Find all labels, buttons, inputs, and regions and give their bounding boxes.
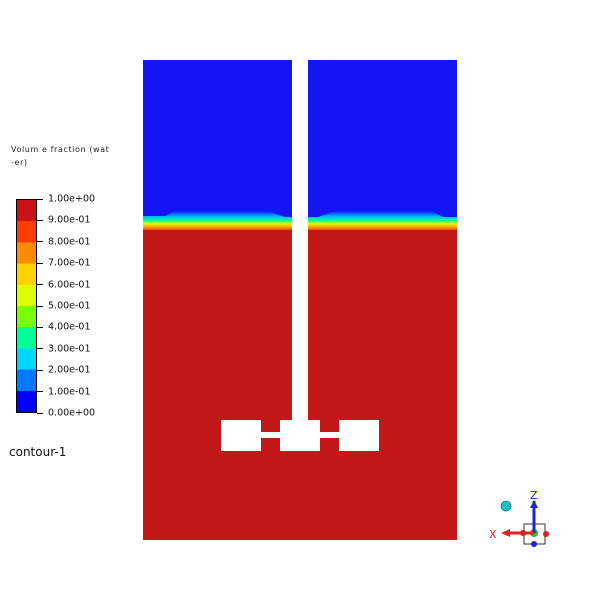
colorbar-tick-label: 3.00e-01 bbox=[48, 343, 91, 355]
interface-left bbox=[143, 211, 292, 232]
triad-blue-bottom bbox=[531, 541, 537, 547]
z-axis-label: Z bbox=[530, 489, 538, 502]
colorbar-tick-label: 6.00e-01 bbox=[48, 279, 91, 291]
legend-title: Volum e fraction (wat -er) bbox=[11, 145, 110, 167]
triad-red-right bbox=[543, 531, 549, 537]
colorbar-tick-mark bbox=[37, 241, 43, 243]
colorbar-tick-mark bbox=[37, 284, 43, 286]
triad-red-left bbox=[520, 530, 526, 536]
colorbar-tick-label: 7.00e-01 bbox=[48, 257, 91, 269]
z-axis-arrowhead bbox=[530, 500, 538, 508]
x-axis-arrowhead bbox=[501, 529, 510, 537]
interface-right bbox=[308, 211, 457, 232]
impeller-arm-left bbox=[261, 432, 280, 438]
colorbar-tick-label: 9.00e-01 bbox=[48, 214, 91, 226]
colorbar-tick-mark bbox=[37, 326, 43, 328]
impeller-shaft bbox=[292, 60, 308, 422]
colorbar-tick-label: 5.00e-01 bbox=[48, 300, 91, 312]
colorbar-tick-label: 4.00e-01 bbox=[48, 321, 91, 333]
impeller-arm-right bbox=[320, 432, 339, 438]
colorbar-tick-mark bbox=[37, 348, 43, 350]
colorbar-tick-label: 1.00e-01 bbox=[48, 386, 91, 398]
colorbar-tick-mark bbox=[37, 391, 43, 393]
impeller-blade-left bbox=[221, 420, 261, 451]
impeller-hub bbox=[280, 420, 320, 451]
colorbar-tick-mark bbox=[37, 369, 43, 371]
colorbar-tick-mark bbox=[37, 305, 43, 307]
colorbar-tick-mark bbox=[37, 219, 43, 221]
contour-name: contour-1 bbox=[9, 445, 67, 459]
x-axis-label: X bbox=[489, 528, 497, 541]
colorbar-tick-label: 8.00e-01 bbox=[48, 236, 91, 248]
colorbar-tick-label: 1.00e+00 bbox=[48, 193, 96, 205]
colorbar-tick-mark bbox=[37, 412, 43, 414]
colorbar-tick-mark bbox=[37, 262, 43, 264]
triad-sphere bbox=[500, 500, 512, 512]
impeller-blade-right bbox=[339, 420, 379, 451]
colorbar bbox=[16, 199, 37, 413]
colorbar-tick-label: 0.00e+00 bbox=[48, 407, 96, 419]
axis-triad[interactable]: Z X bbox=[486, 488, 556, 548]
colorbar-tick-label: 2.00e-01 bbox=[48, 364, 91, 376]
colorbar-tick-mark bbox=[37, 198, 43, 200]
